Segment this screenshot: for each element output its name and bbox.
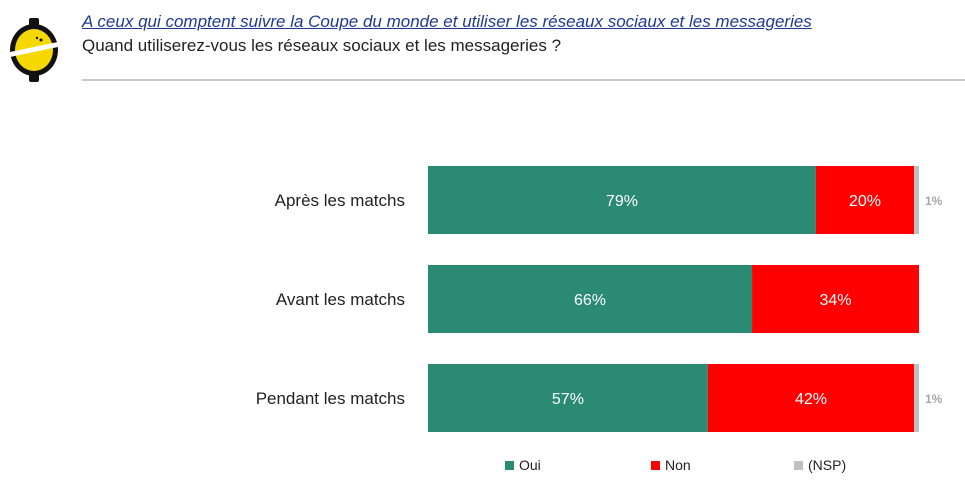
data-label-non-avant-les-matchs: 34% — [820, 292, 852, 309]
data-label-nsp-apres-les-matchs: 1% — [925, 194, 943, 208]
legend: Oui Non (NSP) — [505, 457, 846, 473]
category-labels: Après les matchs Avant les matchs Pendant … — [256, 191, 405, 408]
data-label-oui-apres-les-matchs: 79% — [606, 193, 638, 210]
category-label-avant-les-matchs: Avant les matchs — [276, 290, 405, 309]
legend-label-non: Non — [665, 457, 691, 473]
legend-swatch-nsp — [794, 461, 803, 470]
bar-oui-avant-les-matchs — [428, 265, 753, 333]
header-divider — [82, 79, 965, 81]
data-label-oui-avant-les-matchs: 66% — [574, 292, 606, 309]
data-label-non-pendant-les-matchs: 42% — [795, 391, 827, 408]
category-label-apres-les-matchs: Après les matchs — [275, 191, 405, 210]
legend-swatch-non — [651, 461, 660, 470]
legend-label-nsp: (NSP) — [808, 457, 846, 473]
data-label-nsp-pendant-les-matchs: 1% — [925, 392, 943, 406]
bars: 79% 20% 1% 66% 34% 57% 42% 1% — [428, 166, 943, 432]
chart-subtitle: A ceux qui comptent suivre la Coupe du m… — [82, 12, 812, 31]
bar-oui-apres-les-matchs — [428, 166, 816, 234]
bar-non-avant-les-matchs — [752, 265, 919, 333]
bar-oui-pendant-les-matchs — [428, 364, 708, 432]
chart-question: Quand utiliserez-vous les réseaux sociau… — [82, 36, 562, 55]
data-label-oui-pendant-les-matchs: 57% — [552, 391, 584, 408]
bar-nsp-apres-les-matchs — [914, 166, 919, 234]
logo-icon — [10, 18, 58, 82]
data-label-non-apres-les-matchs: 20% — [849, 193, 881, 210]
bar-non-pendant-les-matchs — [707, 364, 915, 432]
legend-swatch-oui — [505, 461, 514, 470]
legend-label-oui: Oui — [519, 457, 541, 473]
bar-nsp-pendant-les-matchs — [914, 364, 919, 432]
category-label-pendant-les-matchs: Pendant les matchs — [256, 389, 405, 408]
bar-non-apres-les-matchs — [815, 166, 915, 234]
header: A ceux qui comptent suivre la Coupe du m… — [82, 12, 965, 56]
